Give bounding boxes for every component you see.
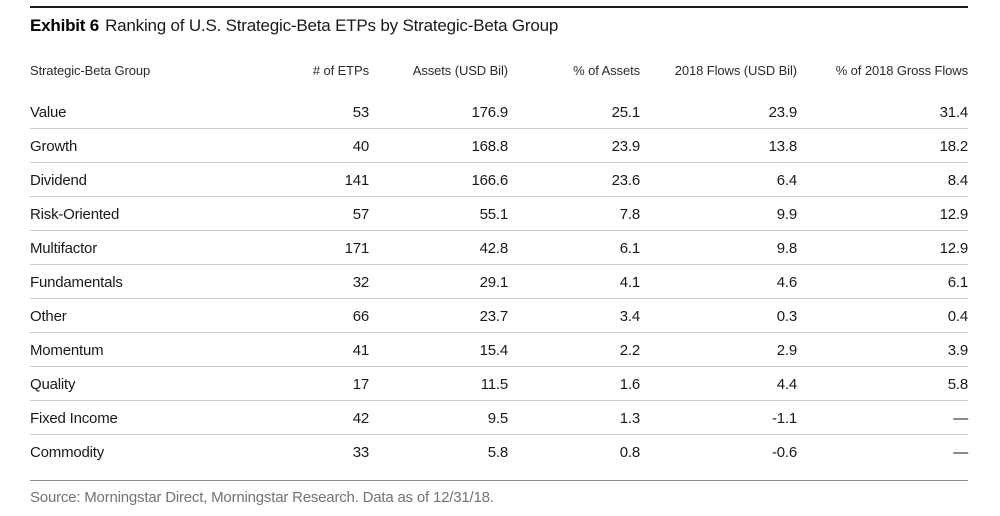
column-header-group: Strategic-Beta Group (30, 63, 151, 78)
cell-group: Fixed Income (30, 400, 280, 435)
cell-pct-gross-flows: 12.9 (797, 230, 968, 265)
cell-pct-gross-flows: 0.4 (797, 298, 968, 333)
strategic-beta-table: Strategic-Beta Group # of ETPs Assets (U… (30, 63, 968, 468)
cell-num-etps: 57 (280, 196, 369, 231)
top-rule (30, 6, 968, 8)
cell-pct-gross-flows: 8.4 (797, 162, 968, 197)
column-header-num-etps: # of ETPs (312, 63, 369, 78)
cell-2018-flows: 4.4 (640, 366, 797, 401)
cell-pct-assets: 23.9 (508, 128, 640, 163)
cell-pct-assets: 6.1 (508, 230, 640, 265)
header-row: Strategic-Beta Group # of ETPs Assets (U… (30, 63, 968, 95)
cell-num-etps: 66 (280, 298, 369, 333)
table-row-quality: Quality 17 11.5 1.6 4.4 5.8 (30, 366, 968, 401)
table-body: Value 53 176.9 25.1 23.9 31.4 Growth 40 … (30, 95, 968, 468)
column-header-2018-flows: 2018 Flows (USD Bil) (674, 63, 797, 78)
exhibit-label: Exhibit 6 (30, 16, 100, 35)
cell-num-etps: 171 (280, 230, 369, 265)
cell-2018-flows: 13.8 (640, 128, 797, 163)
cell-assets: 11.5 (369, 366, 508, 401)
cell-pct-gross-flows: 3.9 (797, 332, 968, 367)
cell-group: Multifactor (30, 230, 280, 265)
cell-group: Momentum (30, 332, 280, 367)
cell-num-etps: 42 (280, 400, 369, 435)
cell-assets: 15.4 (369, 332, 508, 367)
cell-assets: 168.8 (369, 128, 508, 163)
cell-pct-gross-flows: 18.2 (797, 128, 968, 163)
exhibit-title-text: Ranking of U.S. Strategic-Beta ETPs by S… (105, 16, 559, 35)
cell-num-etps: 32 (280, 264, 369, 299)
cell-num-etps: 33 (280, 434, 369, 468)
cell-pct-gross-flows: — (797, 434, 968, 468)
cell-num-etps: 17 (280, 366, 369, 401)
cell-assets: 9.5 (369, 400, 508, 435)
cell-pct-assets: 2.2 (508, 332, 640, 367)
table-row-fixed-income: Fixed Income 42 9.5 1.3 -1.1 — (30, 400, 968, 435)
cell-num-etps: 40 (280, 128, 369, 163)
cell-2018-flows: 23.9 (768, 104, 798, 121)
cell-assets: 176.9 (471, 104, 508, 121)
table-row-fundamentals: Fundamentals 32 29.1 4.1 4.6 6.1 (30, 264, 968, 299)
cell-2018-flows: 4.6 (640, 264, 797, 299)
table-row-commodity: Commodity 33 5.8 0.8 -0.6 — (30, 434, 968, 468)
cell-2018-flows: -1.1 (640, 400, 797, 435)
cell-group: Dividend (30, 162, 280, 197)
cell-pct-assets: 1.3 (508, 400, 640, 435)
cell-group: Quality (30, 366, 280, 401)
cell-2018-flows: 9.9 (640, 196, 797, 231)
table-row-other: Other 66 23.7 3.4 0.3 0.4 (30, 298, 968, 333)
source-note: Source: Morningstar Direct, Morningstar … (30, 489, 494, 506)
cell-2018-flows: 2.9 (640, 332, 797, 367)
column-header-pct-gross-flows: % of 2018 Gross Flows (835, 63, 968, 78)
cell-group: Value (30, 104, 67, 121)
cell-pct-assets: 7.8 (508, 196, 640, 231)
cell-pct-gross-flows: 12.9 (797, 196, 968, 231)
column-header-assets: Assets (USD Bil) (412, 63, 508, 78)
footer-rule (30, 480, 968, 481)
cell-num-etps: 141 (280, 162, 369, 197)
cell-assets: 5.8 (369, 434, 508, 468)
table-header: Strategic-Beta Group # of ETPs Assets (U… (30, 63, 968, 95)
cell-assets: 42.8 (369, 230, 508, 265)
table-row-value: Value 53 176.9 25.1 23.9 31.4 (30, 95, 968, 129)
exhibit-title: Exhibit 6 Ranking of U.S. Strategic-Beta … (30, 15, 968, 37)
column-header-pct-assets: % of Assets (573, 63, 640, 78)
table-row-growth: Growth 40 168.8 23.9 13.8 18.2 (30, 128, 968, 163)
cell-pct-assets: 4.1 (508, 264, 640, 299)
table-row-risk-oriented: Risk-Oriented 57 55.1 7.8 9.9 12.9 (30, 196, 968, 231)
cell-pct-assets: 1.6 (508, 366, 640, 401)
cell-pct-assets: 0.8 (508, 434, 640, 468)
cell-group: Growth (30, 128, 280, 163)
cell-pct-assets: 23.6 (508, 162, 640, 197)
table-row-dividend: Dividend 141 166.6 23.6 6.4 8.4 (30, 162, 968, 197)
cell-2018-flows: 9.8 (640, 230, 797, 265)
cell-group: Risk-Oriented (30, 196, 280, 231)
table-row-momentum: Momentum 41 15.4 2.2 2.9 3.9 (30, 332, 968, 367)
cell-pct-assets: 3.4 (508, 298, 640, 333)
cell-2018-flows: -0.6 (640, 434, 797, 468)
cell-group: Other (30, 298, 280, 333)
cell-assets: 23.7 (369, 298, 508, 333)
cell-pct-gross-flows: — (797, 400, 968, 435)
cell-assets: 29.1 (369, 264, 508, 299)
cell-assets: 166.6 (369, 162, 508, 197)
cell-pct-gross-flows: 5.8 (797, 366, 968, 401)
cell-2018-flows: 6.4 (640, 162, 797, 197)
cell-pct-gross-flows: 31.4 (939, 104, 969, 121)
cell-pct-gross-flows: 6.1 (797, 264, 968, 299)
cell-num-etps: 53 (352, 104, 369, 121)
cell-2018-flows: 0.3 (640, 298, 797, 333)
cell-pct-assets: 25.1 (611, 104, 641, 121)
cell-num-etps: 41 (280, 332, 369, 367)
cell-group: Commodity (30, 434, 280, 468)
table-row-multifactor: Multifactor 171 42.8 6.1 9.8 12.9 (30, 230, 968, 265)
cell-group: Fundamentals (30, 264, 280, 299)
cell-assets: 55.1 (369, 196, 508, 231)
exhibit-page: Exhibit 6 Ranking of U.S. Strategic-Beta … (0, 6, 1000, 516)
